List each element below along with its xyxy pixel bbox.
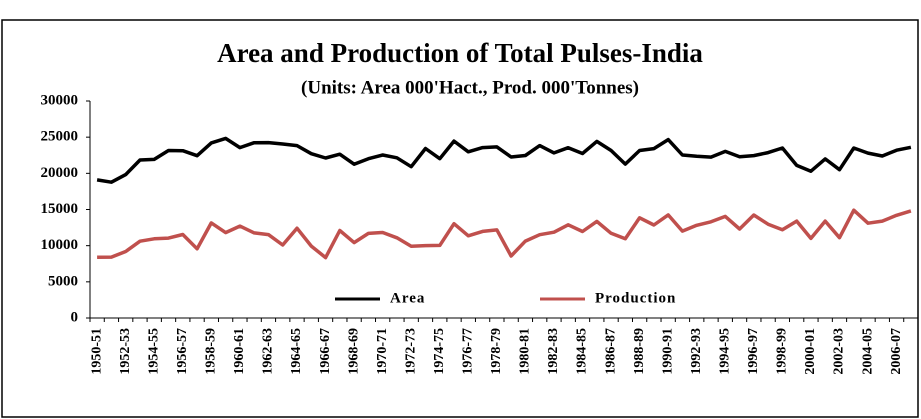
x-tick-label: 1984-85	[575, 328, 590, 375]
x-tick-label: 1966-67	[318, 328, 333, 375]
x-tick-label: 1956-57	[175, 328, 190, 375]
y-tick-label: 5000	[48, 273, 78, 289]
x-tick-label: 1970-71	[375, 328, 390, 375]
x-tick-label: 1990-91	[660, 328, 675, 375]
x-tick-label: 2002-03	[832, 328, 847, 375]
series-line	[97, 208, 912, 260]
x-tick-label: 1998-99	[775, 328, 790, 375]
chart-title: Area and Production of Total Pulses-Indi…	[217, 38, 703, 68]
x-tick-label: 1954-55	[146, 328, 161, 375]
legend-label: Area	[390, 290, 425, 306]
x-tick-label: 1986-87	[603, 328, 618, 375]
x-tick-label: 1988-89	[632, 328, 647, 375]
chart-subtitle: (Units: Area 000'Hact., Prod. 000'Tonnes…	[301, 77, 639, 98]
x-tick-label: 1982-83	[546, 328, 561, 375]
x-tick-label: 1958-59	[204, 328, 219, 375]
series-line	[96, 136, 912, 184]
x-tick-label: 1994-95	[717, 328, 732, 375]
x-tick-label: 1976-77	[461, 328, 476, 375]
x-tick-label: 1980-81	[518, 328, 533, 375]
x-tick-label: 1974-75	[432, 328, 447, 375]
x-tick-label: 1996-97	[746, 328, 761, 375]
x-tick-label: 1964-65	[289, 328, 304, 375]
x-tick-label: 1952-53	[118, 328, 133, 375]
x-tick-label: 1968-69	[346, 328, 361, 375]
x-tick-label: 1992-93	[689, 328, 704, 375]
y-tick-label: 25000	[41, 129, 79, 145]
y-tick-label: 15000	[41, 201, 79, 217]
y-tick-label: 20000	[41, 165, 79, 181]
y-tick-label: 0	[71, 309, 79, 325]
x-tick-label: 2004-05	[860, 328, 875, 375]
y-tick-label: 10000	[41, 237, 79, 253]
y-tick-label: 30000	[41, 92, 79, 108]
x-tick-label: 1972-73	[403, 328, 418, 375]
x-tick-label: 1960-61	[232, 328, 247, 375]
x-tick-label: 2000-01	[803, 328, 818, 375]
chart-frame	[1, 19, 919, 418]
x-tick-label: 1950-51	[89, 328, 104, 375]
x-tick-label: 1978-79	[489, 328, 504, 375]
x-tick-label: 1962-63	[261, 328, 276, 375]
x-tick-label: 2006-07	[889, 328, 904, 375]
legend-label: Production	[595, 290, 676, 306]
